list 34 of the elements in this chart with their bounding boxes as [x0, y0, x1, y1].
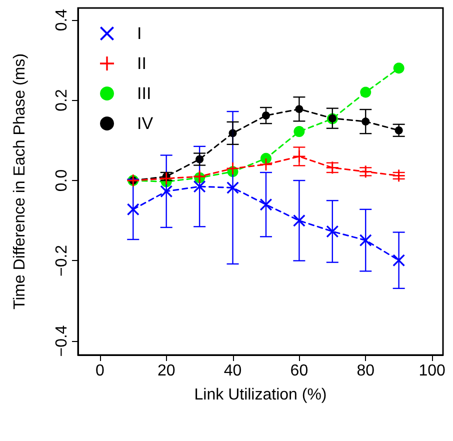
- point: [160, 172, 172, 184]
- point: [194, 180, 206, 193]
- point: [293, 214, 306, 227]
- x-tick-label: 60: [290, 362, 308, 380]
- point: [360, 86, 372, 98]
- legend-label: I: [137, 24, 142, 43]
- point: [360, 234, 372, 246]
- point: [226, 162, 239, 174]
- y-tick-label: 0.4: [54, 8, 70, 32]
- point: [260, 152, 272, 164]
- point: [392, 254, 405, 266]
- point: [160, 185, 172, 198]
- y-tick-label: −0.2: [54, 244, 70, 277]
- point: [293, 150, 306, 162]
- legend-label: II: [137, 54, 146, 73]
- x-tick-label: 0: [95, 362, 104, 380]
- point: [260, 198, 272, 211]
- legend-label: III: [137, 84, 152, 103]
- y-axis-title: Time Difference in Each Phase (ms): [12, 53, 28, 310]
- point: [392, 170, 405, 182]
- y-tick-label: −0.4: [54, 325, 70, 357]
- x-tick-label: 80: [356, 362, 375, 380]
- y-tick-label: 0.2: [54, 89, 70, 112]
- point: [127, 203, 140, 216]
- point: [393, 62, 404, 74]
- x-tick-label: 40: [224, 362, 242, 380]
- legend-label: IV: [137, 114, 154, 133]
- x-tick-label: 100: [418, 362, 446, 380]
- point: [326, 225, 338, 238]
- point: [226, 182, 239, 194]
- y-tick-label: 0.0: [54, 169, 70, 192]
- point: [294, 126, 305, 138]
- x-axis-title: Link Utilization (%): [194, 386, 327, 404]
- x-tick-label: 20: [157, 362, 176, 380]
